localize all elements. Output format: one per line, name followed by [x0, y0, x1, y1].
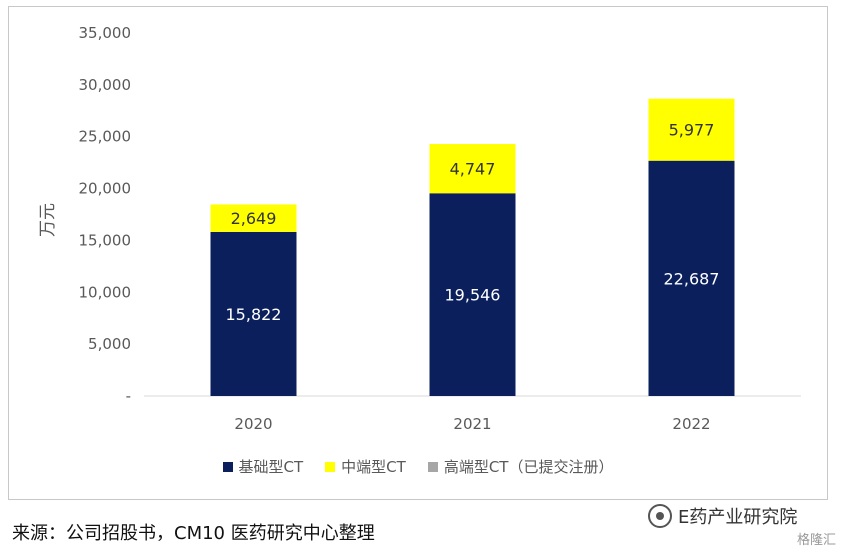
legend-swatch [427, 461, 438, 472]
bar-segment [648, 160, 735, 396]
wechat-icon [648, 504, 672, 528]
y-tick-label: 30,000 [79, 76, 132, 94]
bar-segment [210, 204, 297, 232]
legend-label: 中端型CT [341, 458, 406, 476]
watermark: E药产业研究院 [648, 503, 797, 529]
y-tick-label: 35,000 [79, 24, 132, 42]
x-tick-label: 2020 [234, 415, 272, 433]
legend-label: 高端型CT（已提交注册） [443, 458, 614, 476]
data-label: 15,822 [226, 305, 282, 324]
legend-label: 基础型CT [238, 458, 304, 476]
watermark-text: E药产业研究院 [678, 507, 798, 528]
legend-item: 中端型CT [325, 456, 406, 477]
y-tick-label: 15,000 [79, 231, 132, 249]
bar-segment [210, 231, 297, 396]
data-label: 5,977 [669, 121, 715, 140]
y-tick-label: 10,000 [79, 283, 132, 301]
x-tick-label: 2021 [453, 415, 491, 433]
data-label: 19,546 [445, 286, 501, 305]
data-label: 2,649 [231, 209, 277, 228]
y-axis-label: 万元 [38, 203, 58, 237]
data-label: 4,747 [450, 160, 496, 179]
legend-swatch [222, 461, 233, 472]
corner-watermark: 格隆汇 [796, 533, 836, 548]
y-tick-label: 25,000 [79, 128, 132, 146]
bar-segment [429, 193, 516, 396]
stacked-bar-chart: - 5,000 10,000 15,000 20,000 25,000 30,000 35,0… [38, 24, 801, 433]
bar-segment [648, 98, 735, 161]
chart-frame: - 5,000 10,000 15,000 20,000 25,000 30,000 35,0… [8, 6, 828, 500]
legend-item: 基础型CT [222, 456, 304, 477]
x-tick-label: 2022 [672, 415, 710, 433]
chart-legend: 基础型CT 中端型CT 高端型CT（已提交注册） [9, 456, 827, 477]
y-tick-label: 5,000 [88, 335, 131, 353]
bar-segment [429, 144, 516, 194]
legend-item: 高端型CT（已提交注册） [427, 456, 614, 477]
source-note: 来源：公司招股书，CM10 医药研究中心整理 [12, 523, 375, 544]
data-label: 22,687 [664, 269, 720, 288]
y-tick-label: 20,000 [79, 180, 132, 198]
y-tick-label: - [126, 387, 131, 405]
legend-swatch [325, 461, 336, 472]
